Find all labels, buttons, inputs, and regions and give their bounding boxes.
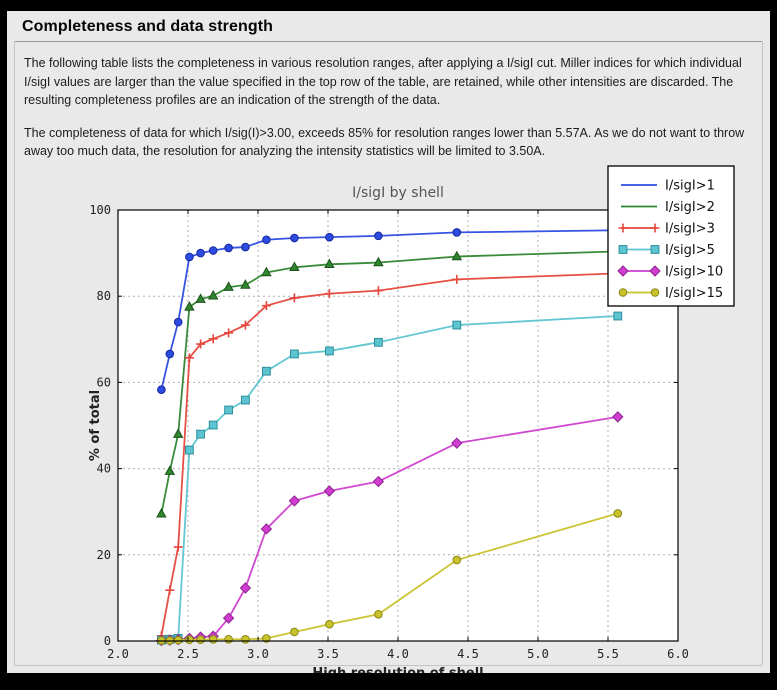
isigi-by-shell-chart: 2.0 2.5 3.0 3.5 4.0 4.5 5.0 5.5 6.0 0 20 40 60 80 100 I… (15, 160, 762, 681)
x-tick-label: 3.5 (317, 647, 339, 661)
x-tick-label: 2.0 (107, 647, 129, 661)
x-tick-label: 5.0 (527, 647, 549, 661)
y-tick-label: 100 (89, 203, 111, 217)
legend-label: I/sigI>1 (665, 179, 715, 194)
legend-label: I/sigI>15 (665, 286, 723, 301)
legend-label: I/sigI>10 (665, 265, 723, 280)
series-I/sigI>2 (156, 245, 624, 518)
tick-labels: 2.0 2.5 3.0 3.5 4.0 4.5 5.0 5.5 6.0 0 20 40 60 80 100 (89, 203, 689, 661)
y-tick-label: 0 (104, 634, 111, 648)
y-tick-label: 80 (97, 289, 111, 303)
x-tick-label: 5.5 (597, 647, 619, 661)
y-axis-label: % of total (88, 390, 103, 461)
summary-paragraph: The completeness of data for which I/sig… (24, 125, 745, 159)
legend-label: I/sigI>2 (665, 200, 715, 215)
x-tick-label: 2.5 (177, 647, 199, 661)
chart-legend: I/sigI>1 I/sigI>2 I/sigI>3 I/sigI>5 I/sigI>1… (607, 165, 735, 307)
x-tick-label: 3.0 (247, 647, 269, 661)
legend-label: I/sigI>5 (665, 243, 715, 258)
chart-title: I/sigI by shell (352, 185, 444, 201)
series-I/sigI>5 (157, 311, 623, 645)
legend-label: I/sigI>3 (665, 222, 715, 237)
x-axis-label: High resolution of shell (312, 666, 483, 673)
report-groupbox: The following table lists the completene… (14, 41, 763, 681)
x-tick-label: 4.5 (457, 647, 479, 661)
y-tick-label: 60 (97, 375, 111, 389)
x-tick-label: 4.0 (387, 647, 409, 661)
x-tick-label: 6.0 (667, 647, 689, 661)
completeness-report-panel: Completeness and data strength The follo… (7, 11, 770, 681)
y-tick-label: 40 (97, 462, 111, 476)
panel-title: Completeness and data strength (22, 18, 274, 35)
isigi-chart-svg: 2.0 2.5 3.0 3.5 4.0 4.5 5.0 5.5 6.0 0 20 40 60 80 100 I… (88, 165, 735, 681)
gridlines (118, 210, 678, 641)
y-tick-label: 20 (97, 548, 111, 562)
description-paragraph: The following table lists the completene… (24, 56, 742, 107)
